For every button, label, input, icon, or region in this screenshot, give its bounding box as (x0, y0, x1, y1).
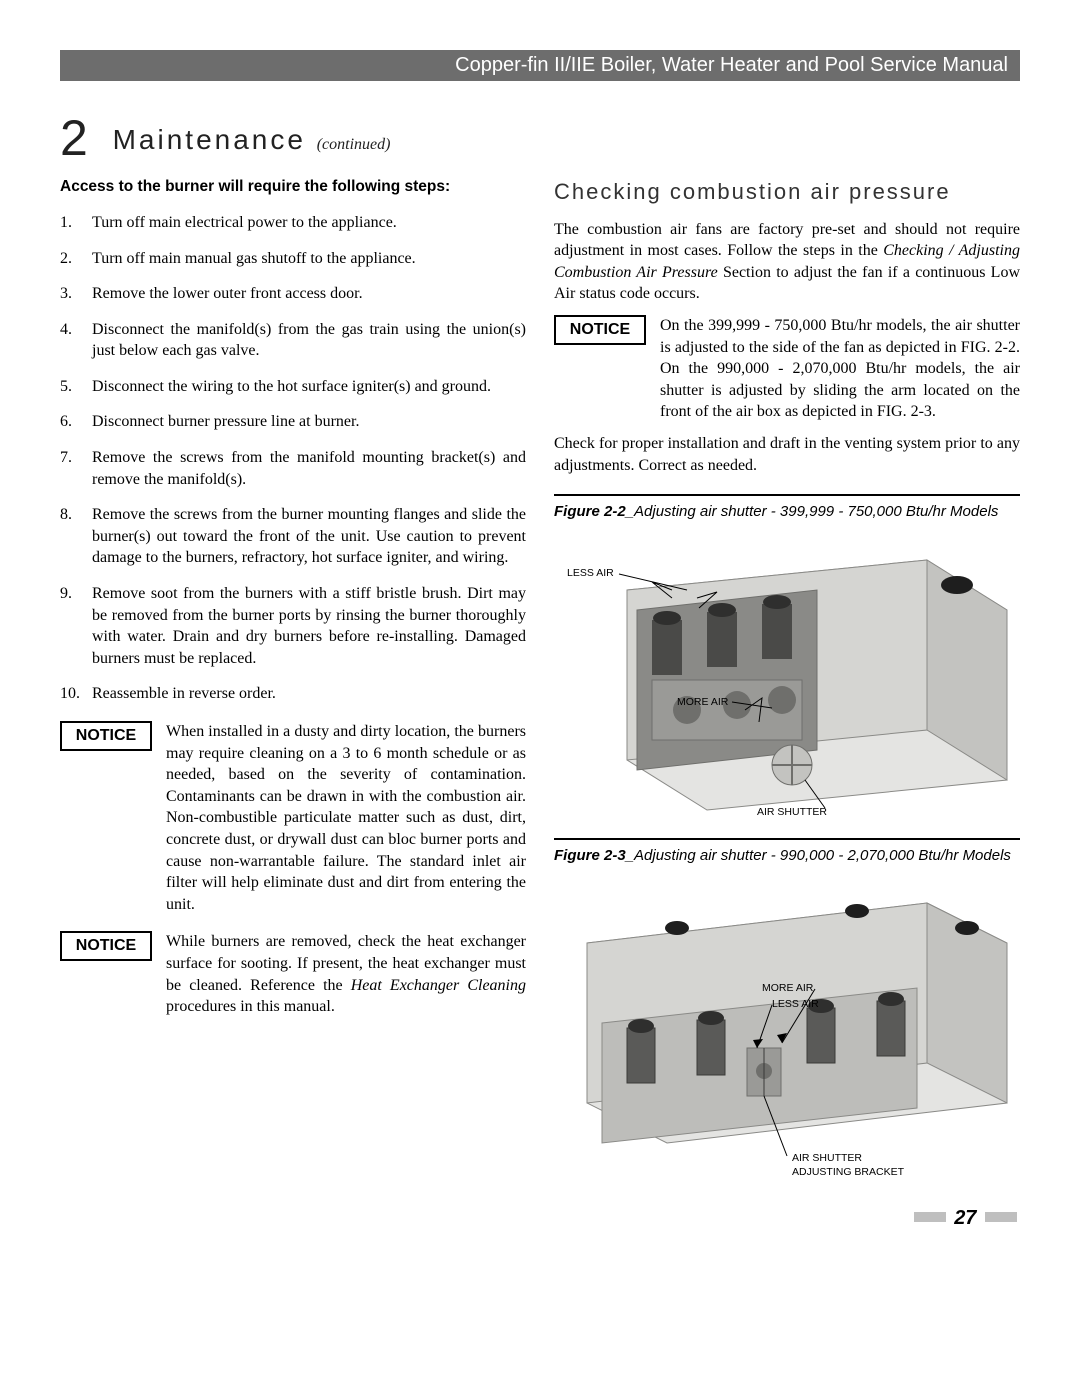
notice-1: NOTICE When installed in a dusty and dir… (60, 721, 526, 915)
annot-more-air: MORE AIR (762, 982, 814, 994)
notice-right: NOTICE On the 399,999 - 750,000 Btu/hr m… (554, 315, 1020, 423)
annot-less-air: LESS AIR (772, 998, 819, 1010)
notice-text: While burners are removed, check the hea… (166, 931, 526, 1017)
header-subtitle: Boiler, Water Heater and Pool (595, 54, 870, 76)
notice-text: When installed in a dusty and dirty loca… (166, 721, 526, 915)
steps-list: Turn off main electrical power to the ap… (60, 212, 526, 705)
step-item: Disconnect the manifold(s) from the gas … (60, 319, 526, 362)
notice-text: On the 399,999 - 750,000 Btu/hr models, … (660, 315, 1020, 423)
section-title: 2 Maintenance (continued) (60, 109, 1020, 167)
page-number: 27 (954, 1207, 976, 1229)
step-item: Reassemble in reverse order. (60, 683, 526, 705)
section-number: 2 (60, 110, 88, 166)
step-item: Remove the screws from the manifold moun… (60, 447, 526, 490)
subheading: Checking combustion air pressure (554, 177, 1020, 207)
step-item: Turn off main electrical power to the ap… (60, 212, 526, 234)
notice-box: NOTICE (554, 315, 646, 345)
annot-bracket-2: ADJUSTING BRACKET (792, 1166, 905, 1178)
notice2-ital: Heat Exchanger Cleaning (351, 977, 526, 994)
notice-box: NOTICE (60, 721, 152, 751)
fig-label: Figure 2-3 (554, 847, 626, 864)
figure-2-3-caption: Figure 2-3_Adjusting air shutter - 990,0… (554, 838, 1020, 866)
step-item: Remove the screws from the burner mounti… (60, 504, 526, 569)
step-item: Turn off main manual gas shutoff to the … (60, 248, 526, 270)
annot-more-air: MORE AIR (677, 696, 729, 708)
header-product: Copper-fin II/IIE (455, 54, 595, 76)
notice2-post: procedures in this manual. (166, 998, 335, 1015)
notice-box: NOTICE (60, 931, 152, 961)
annot-bracket-1: AIR SHUTTER (792, 1152, 862, 1164)
para-1: The combustion air fans are factory pre-… (554, 219, 1020, 305)
figure-2-3: MORE AIR LESS AIR AIR SHUTTER ADJUSTING … (554, 873, 1020, 1183)
section-continued: (continued) (317, 136, 391, 153)
fig-text: _Adjusting air shutter - 990,000 - 2,070… (626, 847, 1011, 864)
access-intro: Access to the burner will require the fo… (60, 177, 526, 198)
page-bar-icon (985, 1212, 1017, 1222)
header-band: Copper-fin II/IIE Boiler, Water Heater a… (60, 50, 1020, 81)
right-column: Checking combustion air pressure The com… (554, 177, 1020, 1183)
fig-text: _Adjusting air shutter - 399,999 - 750,0… (626, 503, 999, 520)
step-item: Disconnect burner pressure line at burne… (60, 411, 526, 433)
step-item: Disconnect the wiring to the hot surface… (60, 376, 526, 398)
step-item: Remove soot from the burners with a stif… (60, 583, 526, 669)
section-name: Maintenance (113, 124, 306, 155)
annot-less-air: LESS AIR (567, 567, 614, 579)
page-number-area: 27 (60, 1207, 1020, 1230)
step-item: Remove the lower outer front access door… (60, 283, 526, 305)
page-bar-icon (914, 1212, 946, 1222)
annot-air-shutter: AIR SHUTTER (757, 806, 827, 818)
left-column: Access to the burner will require the fo… (60, 177, 526, 1183)
para-2: Check for proper installation and draft … (554, 433, 1020, 476)
two-column-layout: Access to the burner will require the fo… (60, 177, 1020, 1183)
figure-2-2: LESS AIR MORE AIR AIR SHUTTER (554, 530, 1020, 820)
figure-2-2-caption: Figure 2-2_Adjusting air shutter - 399,9… (554, 494, 1020, 522)
fig-label: Figure 2-2 (554, 503, 626, 520)
notice-2: NOTICE While burners are removed, check … (60, 931, 526, 1017)
header-tail: Service Manual (870, 54, 1008, 76)
